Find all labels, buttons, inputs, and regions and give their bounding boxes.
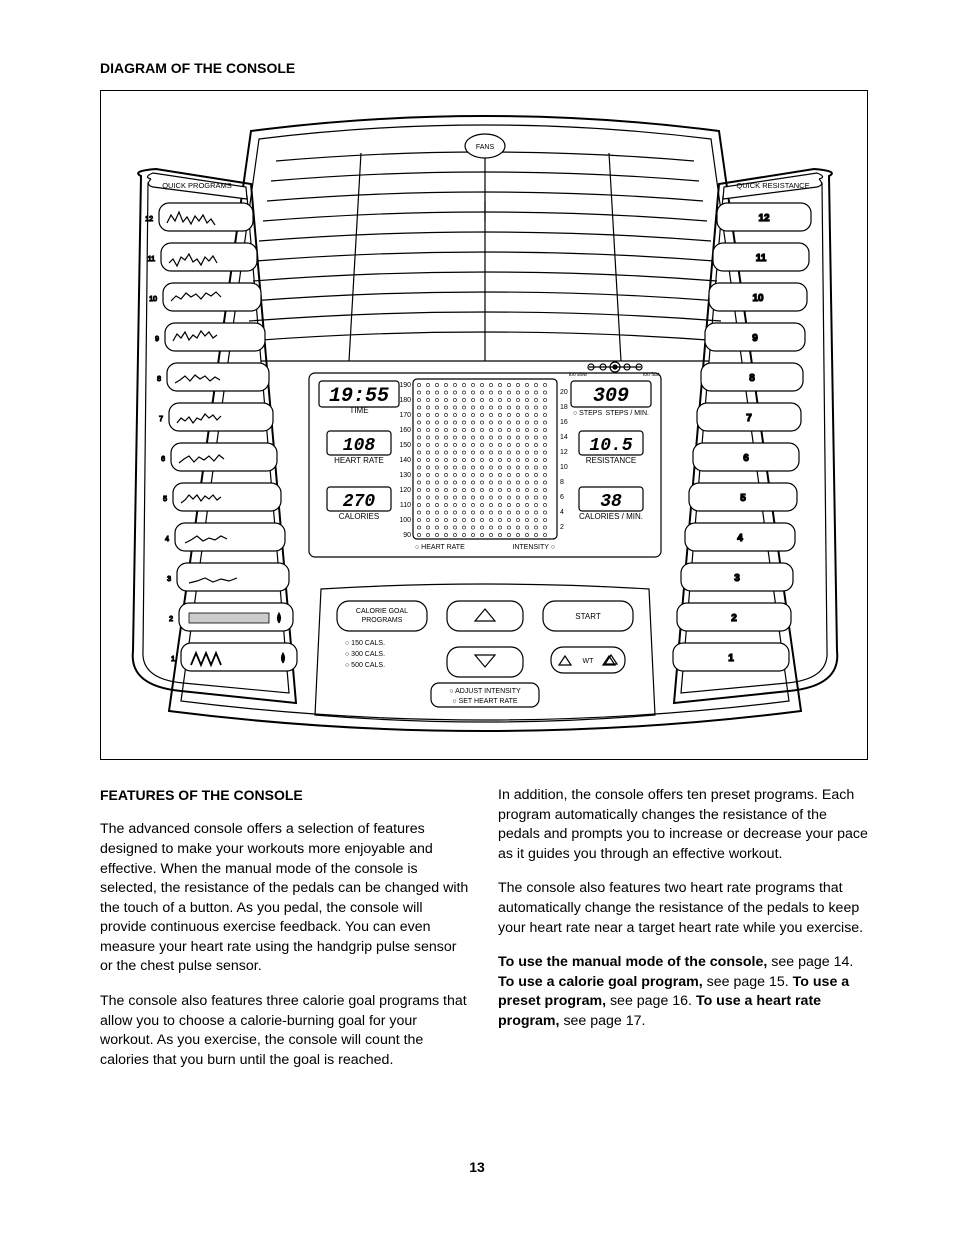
svg-text:TIME: TIME <box>349 406 368 415</box>
svg-text:○ 500 CALS.: ○ 500 CALS. <box>345 662 385 669</box>
quick-programs-label: QUICK PROGRAMS <box>162 181 232 190</box>
svg-text:10: 10 <box>560 464 568 471</box>
svg-text:110: 110 <box>400 502 411 509</box>
svg-text:START: START <box>575 612 601 621</box>
right-p3: To use the manual mode of the console, s… <box>498 953 868 1031</box>
svg-text:12: 12 <box>560 449 568 456</box>
svg-text:too fast: too fast <box>643 372 660 378</box>
svg-text:○ STEPS: ○ STEPS <box>573 410 602 417</box>
right-p1: In addition, the console offers ten pres… <box>498 786 868 864</box>
svg-text:14: 14 <box>560 434 568 441</box>
features-heading: FEATURES OF THE CONSOLE <box>100 786 470 805</box>
svg-text:18: 18 <box>560 404 568 411</box>
svg-text:STEPS / MIN.: STEPS / MIN. <box>605 410 649 417</box>
console-diagram: .ln{stroke:#000;fill:none;stroke-width:1… <box>100 90 868 760</box>
quick-resistance-label: QUICK RESISTANCE <box>736 181 809 190</box>
page-number: 13 <box>0 1159 954 1175</box>
svg-text:90: 90 <box>403 532 411 539</box>
svg-text:150: 150 <box>399 442 411 449</box>
svg-text:180: 180 <box>399 397 411 404</box>
svg-text:○ 150 CALS.: ○ 150 CALS. <box>345 640 385 647</box>
svg-text:○ ADJUST INTENSITY: ○ ADJUST INTENSITY <box>449 688 521 695</box>
svg-text:3: 3 <box>167 576 171 583</box>
svg-text:20: 20 <box>560 389 568 396</box>
svg-text:10: 10 <box>149 296 157 303</box>
svg-text:6: 6 <box>161 456 165 463</box>
svg-text:WT: WT <box>583 658 595 665</box>
svg-text:19:55: 19:55 <box>329 385 389 408</box>
svg-text:CALORIE GOAL: CALORIE GOAL <box>356 608 408 615</box>
svg-text:○ SET HEART RATE: ○ SET HEART RATE <box>452 698 518 705</box>
svg-text:190: 190 <box>399 382 411 389</box>
svg-text:170: 170 <box>399 412 411 419</box>
svg-text:270: 270 <box>343 492 376 512</box>
svg-text:7: 7 <box>159 416 163 423</box>
svg-text:CALORIES / MIN.: CALORIES / MIN. <box>579 512 643 521</box>
svg-text:160: 160 <box>399 427 411 434</box>
svg-text:9: 9 <box>752 333 758 344</box>
svg-text:○ 300 CALS.: ○ 300 CALS. <box>345 651 385 658</box>
svg-text:INTENSITY ○: INTENSITY ○ <box>512 544 555 551</box>
svg-text:2: 2 <box>731 613 737 624</box>
svg-text:7: 7 <box>746 413 752 424</box>
svg-text:too slow: too slow <box>569 372 588 378</box>
svg-text:140: 140 <box>399 457 411 464</box>
svg-text:○ HEART RATE: ○ HEART RATE <box>415 544 465 551</box>
right-p2: The console also features two heart rate… <box>498 879 868 938</box>
svg-text:9: 9 <box>155 336 159 343</box>
left-p2: The console also features three calorie … <box>100 992 470 1070</box>
svg-text:16: 16 <box>560 419 568 426</box>
svg-text:8: 8 <box>749 373 755 384</box>
left-p1: The advanced console offers a selection … <box>100 820 470 977</box>
svg-text:4: 4 <box>560 509 564 516</box>
svg-text:38: 38 <box>600 492 622 512</box>
svg-text:4: 4 <box>165 536 169 543</box>
svg-text:11: 11 <box>148 256 155 263</box>
fans-label: FANS <box>476 144 495 151</box>
svg-text:11: 11 <box>756 253 767 264</box>
svg-text:130: 130 <box>399 472 411 479</box>
svg-text:309: 309 <box>593 385 629 408</box>
svg-text:RESISTANCE: RESISTANCE <box>586 456 637 465</box>
svg-text:1: 1 <box>171 656 175 663</box>
svg-text:120: 120 <box>399 487 411 494</box>
left-column: FEATURES OF THE CONSOLE The advanced con… <box>100 786 470 1085</box>
svg-text:3: 3 <box>734 573 740 584</box>
right-column: In addition, the console offers ten pres… <box>498 786 868 1085</box>
diagram-heading: DIAGRAM OF THE CONSOLE <box>100 60 868 76</box>
quick-programs-buttons: 12 11 10 9 8 7 6 <box>145 203 297 671</box>
body-columns: FEATURES OF THE CONSOLE The advanced con… <box>100 786 868 1085</box>
svg-text:2: 2 <box>169 616 173 623</box>
svg-text:6: 6 <box>743 453 749 464</box>
svg-text:12: 12 <box>145 216 153 223</box>
svg-text:4: 4 <box>737 533 743 544</box>
quick-resistance-buttons: 12 11 10 9 8 7 6 5 4 3 2 1 <box>673 203 811 671</box>
svg-text:5: 5 <box>163 496 167 503</box>
svg-text:100: 100 <box>399 517 411 524</box>
svg-text:10: 10 <box>752 293 764 304</box>
svg-text:HEART RATE: HEART RATE <box>334 456 384 465</box>
svg-text:2: 2 <box>560 524 564 531</box>
svg-text:5: 5 <box>740 493 746 504</box>
svg-text:1: 1 <box>728 653 734 664</box>
svg-text:8: 8 <box>157 376 161 383</box>
svg-text:PROGRAMS: PROGRAMS <box>362 617 403 624</box>
console-svg: .ln{stroke:#000;fill:none;stroke-width:1… <box>101 91 868 760</box>
svg-text:CALORIES: CALORIES <box>339 512 379 521</box>
svg-text:8: 8 <box>560 479 564 486</box>
svg-text:10.5: 10.5 <box>589 436 632 456</box>
svg-text:6: 6 <box>560 494 564 501</box>
svg-text:108: 108 <box>343 436 376 456</box>
svg-text:12: 12 <box>758 213 770 224</box>
